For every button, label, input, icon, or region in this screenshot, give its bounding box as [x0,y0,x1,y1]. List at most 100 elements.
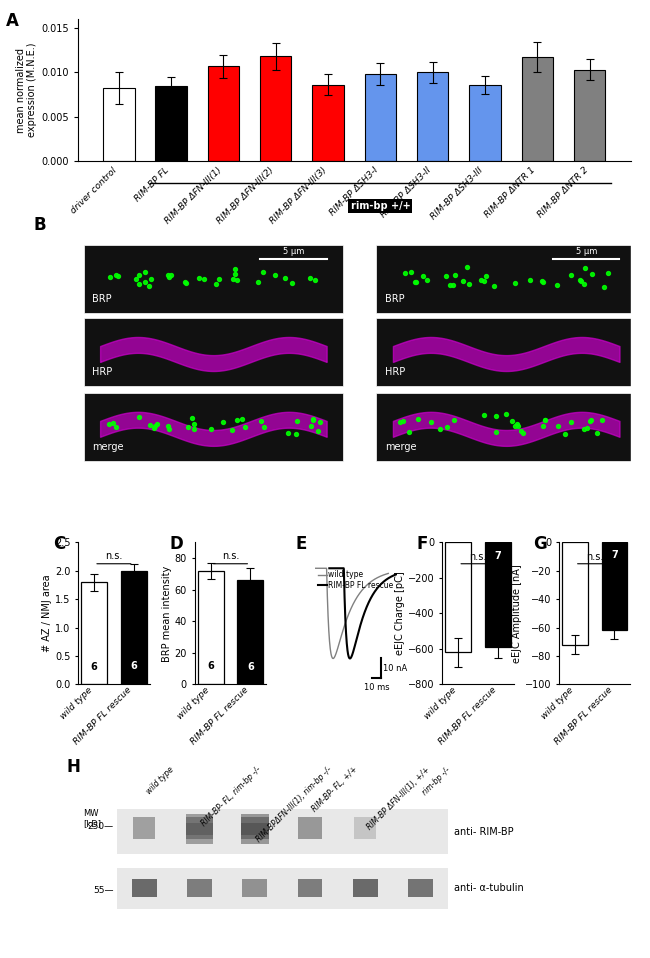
Point [258,264,268,280]
Point [491,424,501,440]
Bar [186,835,213,844]
Bar [117,810,448,854]
Point [163,269,174,285]
Point [280,270,290,285]
Point [576,273,586,288]
Bar [103,88,135,161]
Text: 6: 6 [91,662,98,672]
Point [315,415,326,430]
Point [510,418,521,433]
Point [560,426,570,442]
Point [395,414,405,429]
Point [146,271,157,286]
Point [410,274,420,289]
Point [404,424,414,440]
Y-axis label: eEJC Charge [pC]: eEJC Charge [pC] [395,572,405,655]
Point [313,423,323,439]
Bar [83,245,343,313]
Point [232,412,242,427]
Point [538,275,548,290]
Point [398,413,409,428]
Point [131,271,141,286]
Point [105,269,115,285]
Point [566,267,577,283]
Bar [186,817,213,838]
Text: n.s.: n.s. [222,551,239,561]
Bar [83,318,343,386]
Text: wild type: wild type [188,233,239,242]
Point [291,426,301,442]
Point [306,271,316,286]
Point [585,413,595,428]
Point [510,275,520,290]
Text: E: E [296,536,307,554]
Point [217,414,228,429]
Point [537,273,547,288]
Text: 6: 6 [207,661,214,671]
Point [586,413,596,428]
Point [149,420,159,435]
Text: rim-bp -/-: rim-bp -/- [421,765,452,797]
Text: RIM-BPΔFN-III(1), rim-bp -/-: RIM-BPΔFN-III(1), rim-bp -/- [255,765,334,844]
Text: HRP: HRP [385,367,405,376]
Point [292,413,302,428]
Point [553,418,564,433]
Point [213,272,224,287]
Point [140,275,150,290]
Point [441,268,451,284]
Point [513,419,523,434]
Text: wild type: wild type [144,765,176,796]
Point [411,275,421,290]
Bar [522,57,553,161]
Point [525,272,535,287]
Bar [186,814,213,823]
Point [435,422,445,437]
Point [199,271,209,286]
Point [463,276,474,291]
Point [181,276,192,291]
Point [442,420,452,435]
Text: 6: 6 [455,551,461,561]
Bar [469,84,501,161]
Point [599,280,609,295]
Bar [187,879,212,898]
Point [189,417,200,432]
Point [104,417,114,432]
Bar [133,817,155,838]
Bar [354,817,376,838]
Point [307,411,318,426]
Point [164,422,174,437]
Point [597,413,607,428]
Bar [241,817,268,838]
Point [309,272,320,287]
Point [183,420,194,435]
Bar [242,879,267,898]
Point [227,422,237,438]
Text: 10 nA: 10 nA [383,664,407,673]
Point [287,275,298,290]
Point [134,267,144,283]
Text: RIM-BP- FL, rim-bp -/-: RIM-BP- FL, rim-bp -/- [200,765,263,829]
Text: MW
[kD]: MW [kD] [83,809,101,828]
Point [270,268,280,284]
Text: n.s.: n.s. [105,551,123,561]
Point [283,425,293,441]
Bar [376,393,636,461]
Bar [121,571,146,684]
Point [211,276,222,291]
Point [179,275,190,290]
Text: RIM-BP-FL$^{GFP}$ (rescue): RIM-BP-FL$^{GFP}$ (rescue) [445,225,567,242]
Bar [562,542,588,645]
Point [422,272,432,287]
Point [413,412,423,427]
Point [578,277,589,292]
Point [134,276,144,291]
Point [166,267,176,283]
Bar [81,582,107,684]
Text: 10 ms: 10 ms [363,683,389,692]
Text: BRP: BRP [92,294,111,304]
Y-axis label: # AZ / NMJ area: # AZ / NMJ area [42,575,52,652]
Point [194,271,204,286]
Bar [365,74,396,161]
Point [506,413,517,428]
